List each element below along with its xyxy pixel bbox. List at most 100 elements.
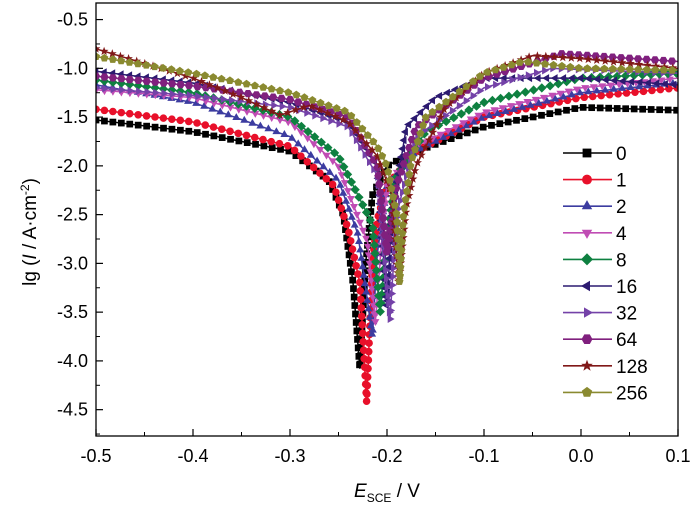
data-point-marker [216, 107, 225, 115]
data-point-marker [534, 68, 541, 77]
data-point-marker [244, 96, 254, 105]
data-point-marker [455, 87, 464, 95]
data-point-marker [359, 227, 368, 235]
y-axis-label: lg (I / A·cm-2) [18, 178, 41, 286]
data-point-marker [408, 174, 418, 183]
data-point-marker [365, 339, 373, 347]
data-point-marker [510, 105, 518, 112]
data-point-marker [209, 123, 218, 131]
data-point-marker [343, 188, 352, 195]
data-point-marker [558, 52, 568, 62]
data-point-marker [617, 58, 627, 67]
data-point-marker [329, 186, 336, 193]
data-point-marker [651, 65, 660, 74]
data-point-marker [499, 63, 508, 71]
data-point-marker [364, 304, 373, 312]
data-point-marker [347, 212, 356, 220]
data-point-marker [523, 99, 532, 106]
data-point-marker [290, 116, 300, 126]
data-point-marker [234, 129, 243, 138]
data-point-marker [642, 55, 651, 63]
data-point-marker [150, 83, 160, 93]
data-point-marker [323, 143, 333, 153]
x-tick-label: -0.5 [80, 446, 111, 466]
data-point-marker [635, 82, 644, 90]
data-point-marker [243, 139, 251, 146]
data-point-marker [272, 127, 281, 135]
data-point-marker [208, 104, 217, 112]
data-point-marker [374, 172, 383, 180]
data-point-marker [443, 88, 450, 97]
data-point-marker [542, 96, 551, 104]
data-point-marker [398, 241, 407, 250]
data-point-marker [633, 55, 643, 63]
data-point-marker [335, 154, 345, 164]
data-point-marker [559, 92, 568, 100]
data-point-marker [350, 220, 359, 228]
data-point-marker [517, 73, 525, 82]
data-point-marker [661, 80, 668, 88]
data-point-marker [186, 91, 194, 100]
data-point-marker [345, 228, 353, 237]
data-point-marker [306, 162, 313, 170]
data-point-marker [167, 85, 177, 95]
data-point-marker [354, 192, 364, 202]
data-point-marker [101, 117, 108, 125]
data-point-marker [550, 74, 558, 83]
y-tick-label: -0.5 [57, 10, 88, 30]
data-point-marker [479, 97, 489, 108]
data-point-marker [404, 120, 412, 129]
data-point-marker [436, 131, 445, 139]
data-point-marker [363, 131, 372, 139]
data-point-marker [383, 243, 393, 251]
data-point-marker [275, 86, 284, 95]
data-point-marker [384, 254, 392, 263]
data-point-marker [618, 84, 627, 91]
data-point-marker [416, 129, 425, 137]
data-point-marker [567, 74, 575, 83]
data-point-marker [471, 126, 479, 134]
data-point-marker [125, 75, 134, 84]
data-point-marker [566, 62, 575, 71]
data-point-marker [566, 50, 575, 58]
data-point-marker [404, 178, 413, 187]
data-point-marker [169, 90, 177, 98]
data-point-marker [142, 112, 151, 120]
data-point-marker [228, 89, 238, 98]
data-point-marker [110, 85, 118, 94]
data-point-marker [422, 102, 429, 111]
data-point-marker [356, 360, 364, 368]
data-point-marker [357, 304, 366, 312]
data-point-marker [529, 113, 537, 121]
data-point-marker [339, 188, 348, 196]
data-point-marker [389, 192, 398, 201]
data-point-marker [312, 167, 320, 175]
y-tick-label: -4.5 [57, 400, 88, 420]
data-point-marker [462, 82, 471, 90]
data-point-marker [303, 135, 312, 143]
data-point-marker [399, 136, 407, 145]
data-point-marker [313, 156, 322, 164]
data-point-marker [352, 262, 360, 270]
data-point-marker [436, 112, 445, 121]
data-point-marker [469, 77, 478, 85]
data-point-marker [332, 173, 340, 181]
data-point-marker [572, 86, 581, 94]
data-point-marker [365, 260, 374, 268]
data-point-marker [626, 58, 635, 68]
data-point-marker [618, 77, 626, 86]
data-point-marker [350, 285, 357, 292]
data-point-marker [267, 137, 276, 146]
data-point-marker [356, 219, 364, 227]
data-point-marker [359, 270, 368, 278]
data-point-marker [316, 98, 325, 107]
data-point-marker [151, 123, 159, 131]
data-point-marker [220, 95, 228, 104]
legend-marker-star [581, 359, 593, 371]
data-point-marker [542, 66, 550, 75]
data-point-marker [413, 158, 422, 167]
data-point-marker [322, 152, 331, 160]
data-point-marker [210, 132, 218, 140]
data-point-marker [566, 53, 576, 62]
data-point-marker [625, 65, 634, 73]
